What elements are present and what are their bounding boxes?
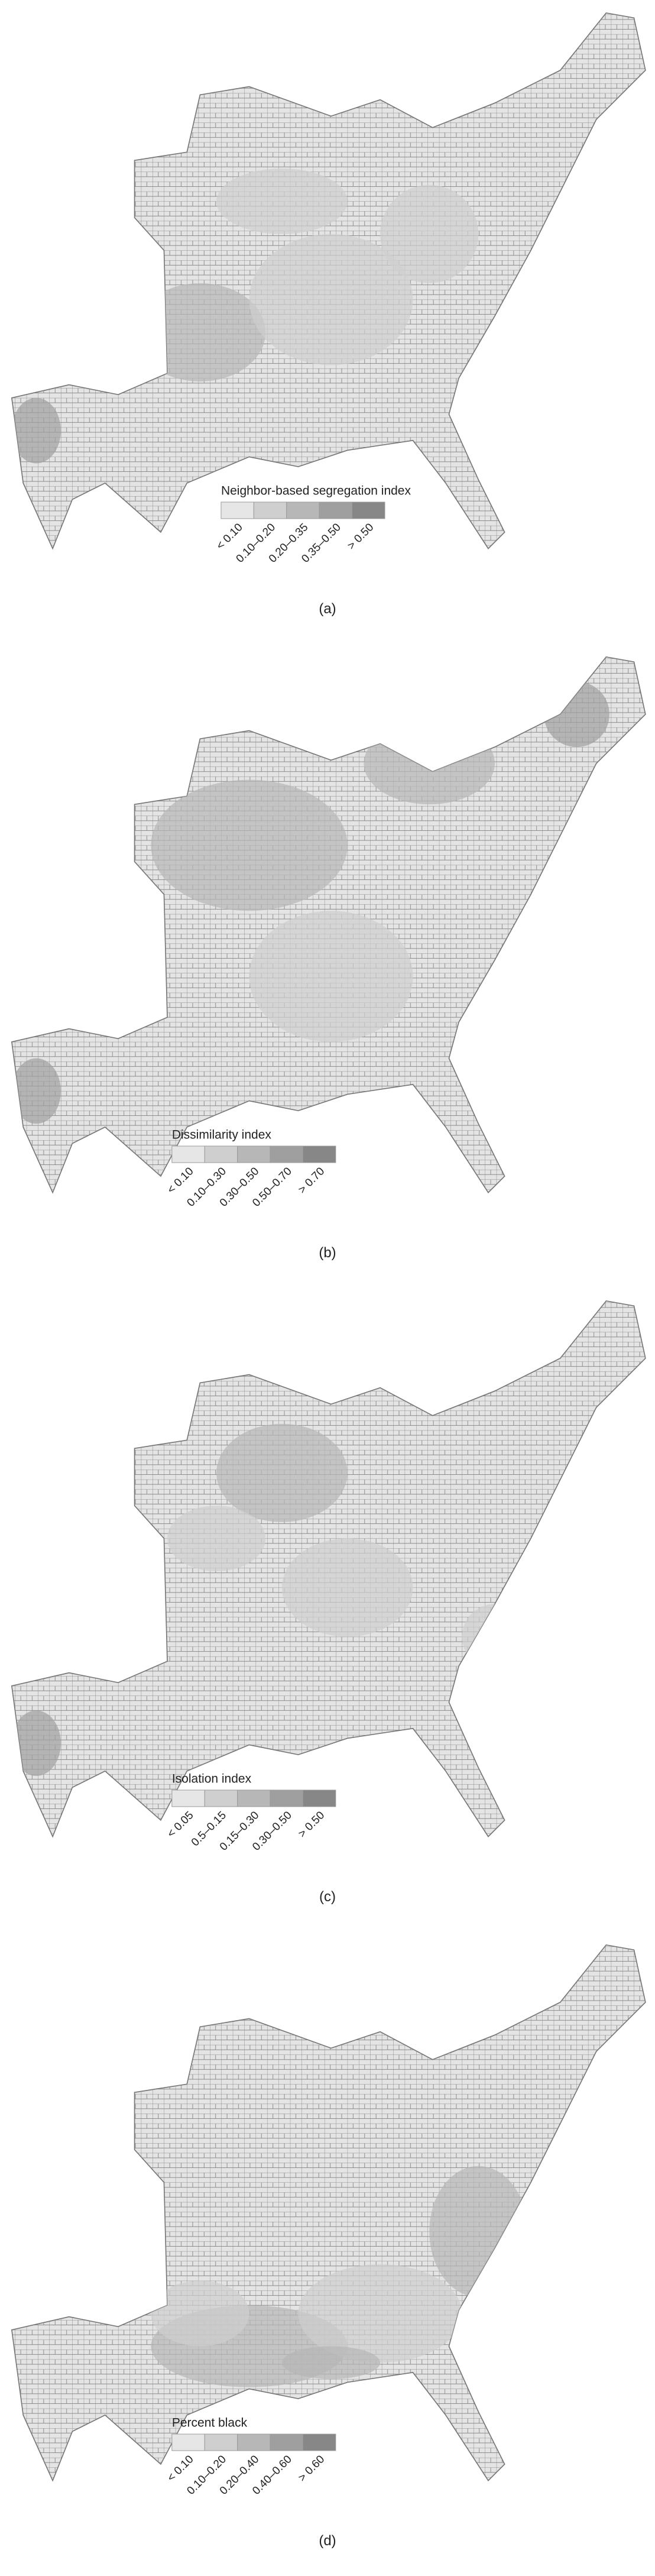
- legend-label: > 0.60: [296, 2453, 328, 2484]
- legend-label: < 0.10: [214, 521, 245, 552]
- legend-swatch: [171, 2433, 205, 2451]
- legend-label: > 0.70: [296, 1165, 328, 1196]
- legend-label: < 0.10: [165, 2453, 196, 2484]
- shaded-region: [249, 234, 413, 365]
- legend-swatch: [204, 1789, 238, 1807]
- map-shading: [151, 2166, 528, 2387]
- legend-title: Percent black: [172, 2416, 248, 2430]
- legend-swatch: [253, 501, 287, 519]
- shaded-region: [11, 1058, 61, 1124]
- legend-swatch: [237, 1145, 271, 1163]
- legend-swatch: [171, 1145, 205, 1163]
- shaded-region: [281, 1538, 413, 1637]
- shaded-region: [429, 2166, 528, 2297]
- shaded-region: [11, 397, 61, 464]
- panel: Dissimilarity index< 0.100.10–0.300.30–0…: [11, 656, 646, 1261]
- shaded-region: [298, 2264, 462, 2363]
- shaded-region: [462, 1604, 528, 1670]
- legend-swatch: [204, 1145, 238, 1163]
- map: [11, 1300, 646, 1838]
- shaded-region: [364, 722, 495, 805]
- caption: (a): [319, 601, 336, 617]
- legend-swatch: [171, 1789, 205, 1807]
- legend-label: > 0.50: [296, 1809, 328, 1840]
- map: [11, 12, 646, 550]
- panel: Percent black< 0.100.10–0.200.20–0.400.4…: [11, 1944, 646, 2549]
- legend-label: < 0.05: [165, 1809, 196, 1840]
- legend-swatch: [270, 1789, 303, 1807]
- legend-swatch: [302, 1145, 336, 1163]
- legend-swatch: [302, 2433, 336, 2451]
- shaded-region: [151, 779, 348, 911]
- legend-title: Neighbor-based segregation index: [221, 484, 411, 498]
- caption: (b): [319, 1245, 336, 1261]
- map-counties: [11, 1944, 646, 2482]
- shaded-region: [544, 681, 609, 747]
- shaded-region: [216, 169, 348, 234]
- legend-swatch: [352, 501, 385, 519]
- shaded-region: [380, 185, 479, 283]
- shaded-region: [134, 283, 266, 382]
- map: [11, 1944, 646, 2482]
- legend-title: Dissimilarity index: [172, 1128, 272, 1142]
- map-shading: [11, 169, 479, 464]
- legend-swatch: [221, 501, 254, 519]
- shaded-region: [249, 911, 413, 1042]
- legend-swatch: [302, 1789, 336, 1807]
- legend-swatch: [237, 2433, 271, 2451]
- legend-swatch: [237, 1789, 271, 1807]
- legend-swatch: [319, 501, 353, 519]
- legend-swatch: [270, 2433, 303, 2451]
- shaded-region: [216, 1423, 348, 1522]
- shaded-region: [151, 2280, 249, 2347]
- caption: (d): [319, 2533, 336, 2549]
- legend-swatch: [204, 2433, 238, 2451]
- caption: (c): [319, 1889, 336, 1905]
- legend-label: > 0.50: [345, 521, 377, 552]
- panel: Isolation index< 0.050.5–0.150.15–0.300.…: [11, 1300, 646, 1905]
- map: [11, 656, 646, 1194]
- shaded-region: [11, 1710, 61, 1776]
- panel: Neighbor-based segregation index< 0.100.…: [11, 12, 646, 617]
- legend-label: < 0.10: [165, 1165, 196, 1196]
- legend-title: Isolation index: [172, 1772, 252, 1786]
- legend-swatch: [286, 501, 320, 519]
- legend-swatch: [270, 1145, 303, 1163]
- shaded-region: [281, 2346, 381, 2379]
- shaded-region: [167, 1506, 266, 1571]
